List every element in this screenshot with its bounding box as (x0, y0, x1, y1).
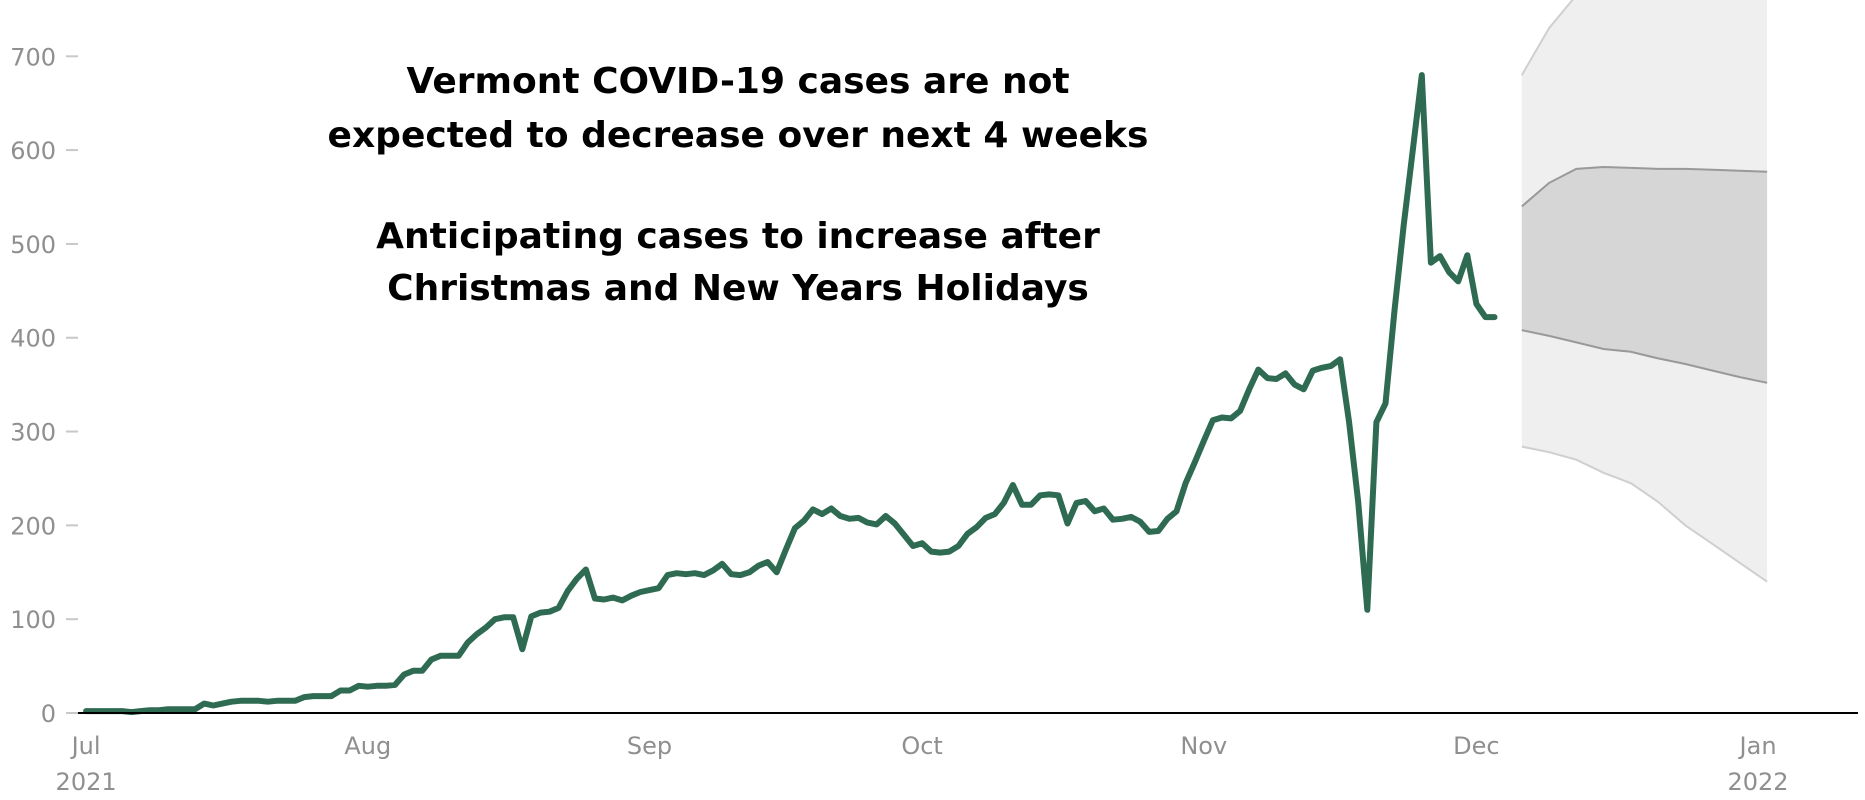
y-tick-label: 300 (10, 419, 56, 447)
x-tick-label: Aug (344, 732, 391, 760)
y-axis-ticks: 0 100 200 300 400 500 600 700 (10, 43, 78, 728)
y-tick-label: 600 (10, 137, 56, 165)
x-tick-year-label: 2022 (1728, 768, 1789, 796)
y-tick-label: 400 (10, 325, 56, 353)
forecast-bands (1520, 0, 1768, 583)
x-axis-ticks: Jul 2021 Aug Sep Oct Nov Dec Jan 2022 (56, 732, 1789, 796)
inner-forecast-band (1521, 167, 1768, 383)
outer-band-lower-edge (1521, 445, 1768, 583)
x-tick-year-label: 2021 (56, 768, 117, 796)
x-tick-label: Dec (1453, 732, 1499, 760)
x-tick-label: Nov (1180, 732, 1227, 760)
title-line-2: expected to decrease over next 4 weeks (328, 115, 1149, 156)
x-tick-label: Jan (1738, 732, 1777, 760)
cases-line (83, 72, 1498, 716)
y-tick-label: 0 (41, 700, 56, 728)
subtitle-line-1: Anticipating cases to increase after (376, 216, 1100, 257)
title-line-1: Vermont COVID-19 cases are not (406, 61, 1069, 102)
chart-title: Vermont COVID-19 cases are not expected … (328, 61, 1149, 309)
y-tick-label: 500 (10, 231, 56, 259)
inner-band-upper-edge (1521, 165, 1768, 208)
y-tick-label: 700 (10, 43, 56, 71)
x-tick-label: Oct (901, 732, 943, 760)
y-tick-label: 200 (10, 512, 56, 540)
cases-line-group (83, 72, 1498, 716)
inner-band-lower-edge (1521, 329, 1768, 384)
x-tick-label: Sep (627, 732, 672, 760)
x-tick-label: Jul (70, 732, 101, 760)
y-tick-label: 100 (10, 606, 56, 634)
subtitle-line-2: Christmas and New Years Holidays (387, 268, 1089, 309)
outer-band-upper-edge (1520, 0, 1574, 76)
